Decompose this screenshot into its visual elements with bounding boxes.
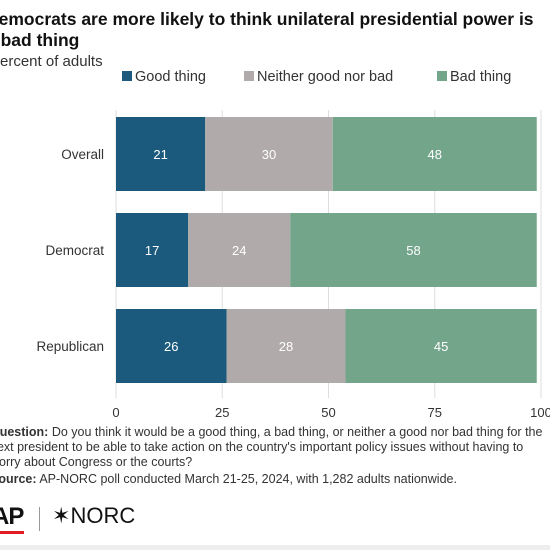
norc-logo-text: NORC [70, 503, 136, 528]
bar-democrat-0 [116, 213, 189, 287]
question-text: Do you think it would be a good thing, a… [0, 425, 543, 469]
category-label-0: Overall [61, 147, 104, 162]
legend-swatch-2 [437, 71, 447, 81]
category-labels: Overall Democrat Republican [36, 147, 104, 354]
bar-republican-1 [226, 309, 346, 383]
logos: AP ✶NORC [0, 503, 192, 534]
bar-republican-0 [116, 309, 227, 383]
x-tick-label-2: 50 [321, 405, 335, 420]
norc-logo: ✶NORC [52, 503, 135, 529]
source-text: AP-NORC poll conducted March 21-25, 2024… [39, 472, 457, 486]
x-tick-label-1: 25 [215, 405, 229, 420]
bar-overall-2 [332, 117, 537, 191]
category-label-2: Republican [36, 339, 104, 354]
chart-subtitle: Percent of adults [0, 53, 103, 70]
bar-overall-1 [205, 117, 333, 191]
data-label-overall-2: 48 [428, 147, 442, 162]
data-label-overall-1: 30 [262, 147, 276, 162]
bottom-bar [0, 545, 550, 550]
x-tick-label-3: 75 [428, 405, 442, 420]
legend-swatch-0 [122, 71, 132, 81]
data-label-republican-1: 28 [279, 339, 293, 354]
data-label-overall-0: 21 [153, 147, 167, 162]
legend-label-0: Good thing [135, 69, 206, 85]
chart-title: Democrats are more likely to think unila… [0, 9, 534, 50]
logo-divider [39, 507, 40, 531]
category-label-1: Democrat [45, 243, 104, 258]
norc-star-icon: ✶ [52, 503, 71, 528]
source-note: Source: AP-NORC poll conducted March 21-… [0, 472, 550, 487]
bar-overall-0 [116, 117, 206, 191]
legend-label-2: Bad thing [450, 69, 511, 85]
x-tick-labels: 0 25 50 75 100 [112, 405, 550, 420]
bar-democrat-2 [290, 213, 537, 287]
bars: 21 30 48 17 24 58 26 28 45 [116, 117, 537, 383]
x-tick-label-4: 100 [530, 405, 550, 420]
data-label-democrat-2: 58 [406, 243, 420, 258]
data-label-democrat-1: 24 [232, 243, 246, 258]
data-label-democrat-0: 17 [145, 243, 159, 258]
question-label: Question: [0, 425, 49, 439]
question-note: Question: Do you think it would be a goo… [0, 425, 550, 470]
x-tick-label-0: 0 [112, 405, 119, 420]
legend: Good thing Neither good nor bad Bad thing [122, 69, 511, 85]
stacked-bar-chart: Good thing Neither good nor bad Bad thing … [36, 69, 550, 420]
ap-logo: AP [0, 503, 24, 530]
ap-logo-underline [0, 531, 24, 534]
data-label-republican-0: 26 [164, 339, 178, 354]
legend-swatch-1 [244, 71, 254, 81]
legend-label-1: Neither good nor bad [257, 69, 393, 85]
source-label: Source: [0, 472, 37, 486]
bar-democrat-1 [188, 213, 291, 287]
data-label-republican-2: 45 [434, 339, 448, 354]
bar-republican-2 [345, 309, 537, 383]
